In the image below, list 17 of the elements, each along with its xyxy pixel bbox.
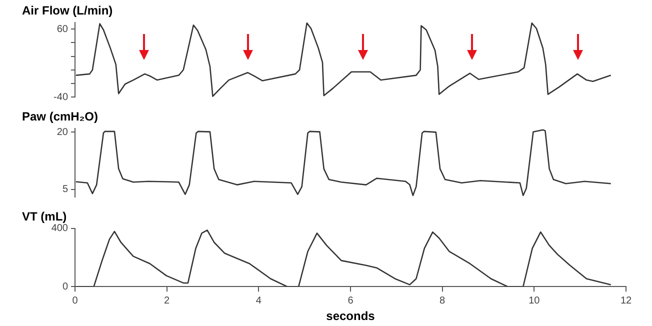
y-tick-label: 0 bbox=[62, 281, 68, 292]
x-tick-label: 10 bbox=[528, 295, 540, 306]
chart-title: Paw (cmH₂O) bbox=[22, 110, 98, 124]
x-tick-label: 6 bbox=[348, 295, 354, 306]
x-tick-label: 4 bbox=[256, 295, 262, 306]
y-tick-label: -40 bbox=[54, 92, 68, 103]
x-tick-label: 12 bbox=[620, 295, 632, 306]
y-tick-label: 60 bbox=[56, 24, 68, 35]
y-tick-label: 5 bbox=[62, 184, 68, 196]
x-tick-label: 2 bbox=[164, 295, 170, 306]
chart-title: Air Flow (L/min) bbox=[22, 4, 113, 18]
x-tick-label: 0 bbox=[72, 295, 78, 306]
y-tick-label: 20 bbox=[56, 126, 68, 138]
chart-title: VT (mL) bbox=[22, 210, 67, 224]
x-tick-label: 8 bbox=[440, 295, 446, 306]
y-tick-label: 400 bbox=[51, 223, 68, 234]
x-axis-title: seconds bbox=[326, 309, 376, 324]
